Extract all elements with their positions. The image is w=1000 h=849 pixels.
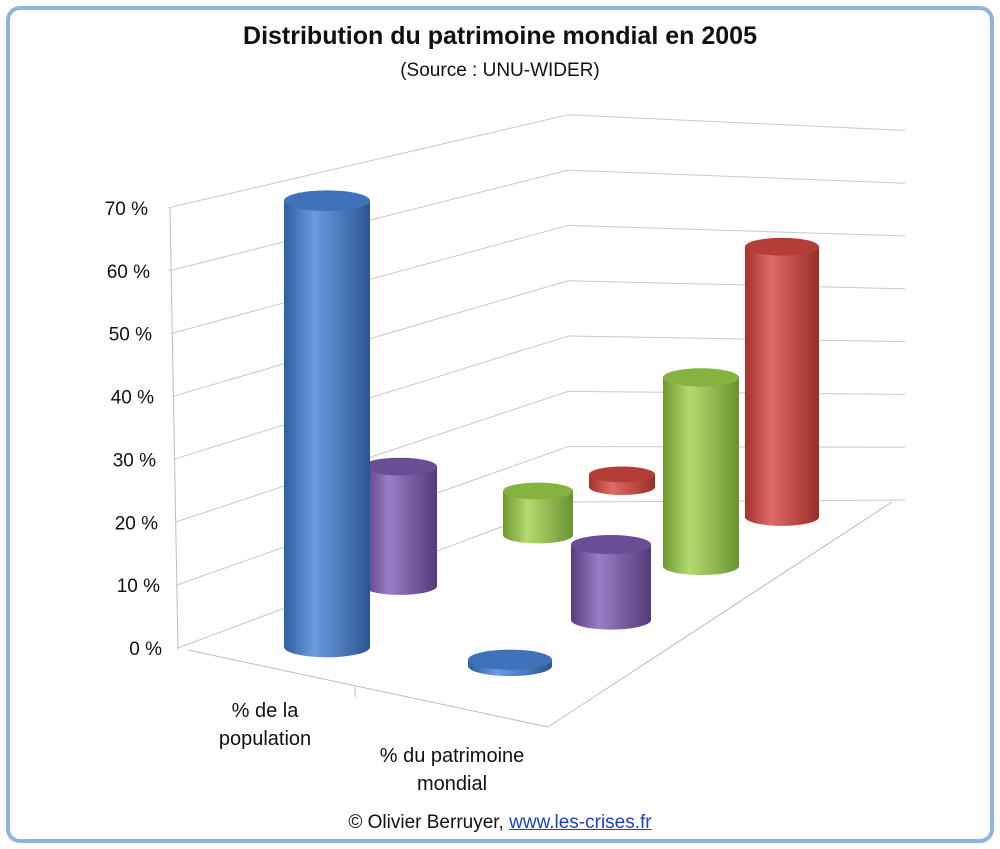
x-category-line: % de la bbox=[232, 700, 300, 722]
left-axis-line bbox=[169, 207, 179, 651]
x-category-line: mondial bbox=[417, 773, 487, 795]
bar-top bbox=[589, 466, 655, 483]
y-tick-label: 70 % bbox=[105, 199, 148, 220]
chart-title: Distribution du patrimoine mondial en 20… bbox=[243, 22, 757, 50]
back-wall-gridline bbox=[567, 280, 906, 290]
bar-0-0 bbox=[284, 190, 370, 658]
y-tick-label: 30 % bbox=[113, 450, 156, 471]
bar-body bbox=[571, 544, 651, 630]
y-tick-label: 50 % bbox=[109, 325, 152, 346]
left-wall-gridline bbox=[174, 390, 569, 523]
bar-body bbox=[745, 246, 819, 526]
y-tick-label: 20 % bbox=[115, 513, 158, 534]
chart-frame bbox=[6, 6, 994, 843]
bar-body bbox=[663, 377, 739, 576]
x-category-line: population bbox=[219, 728, 311, 750]
bar-top bbox=[663, 368, 739, 387]
bar-1-3 bbox=[745, 237, 819, 526]
bar-body bbox=[363, 466, 437, 595]
footer: © Olivier Berruyer, www.les-crises.fr bbox=[0, 812, 1000, 834]
x-axis-labels: % de la population % du patrimoine mondial bbox=[219, 700, 524, 795]
back-wall-gridline bbox=[567, 169, 906, 184]
bar-1-2 bbox=[663, 368, 739, 576]
bar-body bbox=[284, 200, 370, 658]
bar-1-1 bbox=[571, 534, 651, 630]
bar-top bbox=[571, 534, 651, 555]
floor-right-edge bbox=[547, 501, 893, 728]
bar-top bbox=[468, 649, 552, 670]
bar-0-3 bbox=[589, 466, 655, 495]
bar-0-1 bbox=[363, 457, 437, 595]
bar-top bbox=[284, 190, 370, 212]
y-axis-ticks: 0 % 10 % 20 % 30 % 40 % 50 % 60 % 70 % bbox=[105, 199, 162, 660]
y-tick-label: 40 % bbox=[111, 388, 154, 409]
bar-top bbox=[745, 237, 819, 256]
left-wall-gridline bbox=[173, 335, 569, 460]
bar-top bbox=[503, 482, 573, 500]
x-category-label: % du patrimoine mondial bbox=[380, 745, 525, 795]
y-tick-label: 10 % bbox=[117, 576, 160, 597]
site-link[interactable]: www.les-crises.fr bbox=[509, 812, 652, 833]
bar-top bbox=[363, 457, 437, 476]
floor-front-edge bbox=[187, 649, 549, 728]
copyright-text: © Olivier Berruyer, bbox=[348, 812, 504, 833]
x-category-label: % de la population bbox=[219, 700, 311, 750]
chart-subtitle: (Source : UNU-WIDER) bbox=[400, 60, 600, 81]
back-wall-gridline bbox=[567, 114, 906, 131]
chart-bars bbox=[284, 190, 819, 677]
y-tick-label: 0 % bbox=[129, 639, 162, 660]
bar-0-2 bbox=[503, 482, 573, 544]
bar-body bbox=[503, 491, 573, 544]
bar-1-0 bbox=[468, 649, 552, 677]
back-wall-gridline bbox=[567, 224, 906, 237]
back-wall-gridline bbox=[567, 335, 906, 343]
left-wall-gridline bbox=[167, 114, 569, 209]
x-category-line: % du patrimoine bbox=[380, 745, 525, 767]
y-tick-label: 60 % bbox=[107, 262, 150, 283]
